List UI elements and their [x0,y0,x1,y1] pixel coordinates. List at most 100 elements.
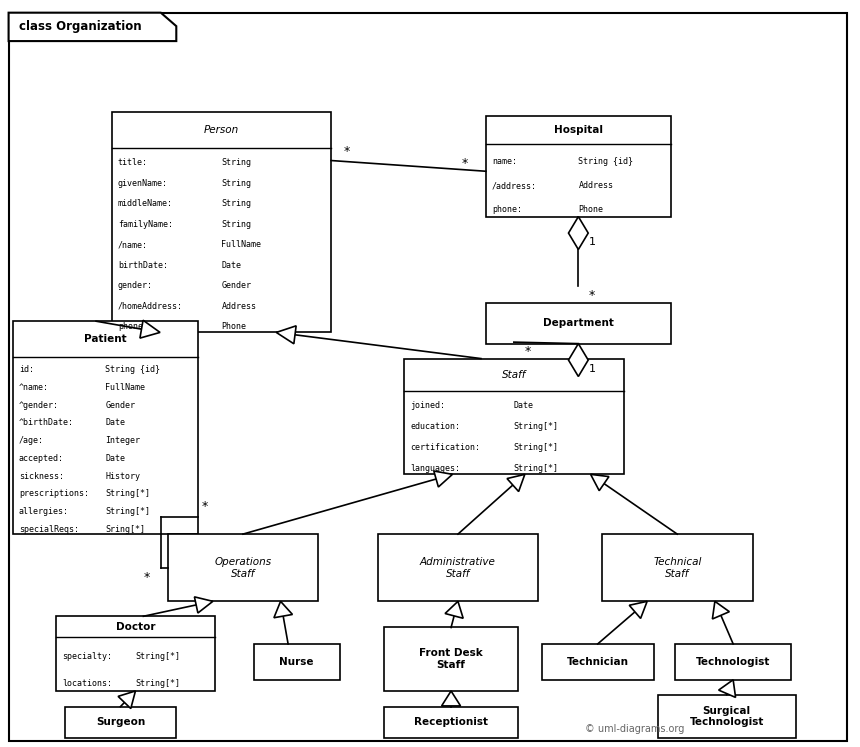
Text: Date: Date [105,418,126,427]
Text: *: * [144,571,150,584]
Text: joined:: joined: [410,401,445,411]
Text: locations:: locations: [62,679,112,688]
Text: ^name:: ^name: [19,383,49,392]
Text: History: History [105,471,140,480]
Text: Technician: Technician [567,657,629,667]
Text: String {id}: String {id} [578,157,633,166]
Text: /homeAddress:: /homeAddress: [118,302,183,311]
Text: Date: Date [513,401,534,411]
Text: phone:: phone: [492,205,522,214]
Text: *: * [588,289,595,302]
Text: String[*]: String[*] [513,464,559,473]
Text: ^gender:: ^gender: [19,400,59,409]
FancyBboxPatch shape [254,644,340,680]
Text: String: String [222,220,251,229]
Text: © uml-diagrams.org: © uml-diagrams.org [585,724,685,734]
FancyBboxPatch shape [378,534,538,601]
FancyBboxPatch shape [56,616,215,691]
Text: sickness:: sickness: [19,471,64,480]
Text: Surgical
Technologist: Surgical Technologist [690,706,764,727]
Text: Surgeon: Surgeon [95,717,145,728]
FancyBboxPatch shape [404,359,624,474]
Text: phone:: phone: [118,322,148,331]
Polygon shape [591,474,609,491]
Polygon shape [568,344,588,376]
Text: Front Desk
Staff: Front Desk Staff [419,648,483,670]
Text: gender:: gender: [118,281,153,290]
Text: ^birthDate:: ^birthDate: [19,418,74,427]
Text: Operations
Staff: Operations Staff [214,557,272,578]
Text: /name:: /name: [118,241,148,249]
Text: Sring[*]: Sring[*] [105,524,145,533]
Polygon shape [140,320,160,338]
FancyBboxPatch shape [486,116,671,217]
Text: String[*]: String[*] [135,679,181,688]
Text: String[*]: String[*] [513,443,559,452]
Polygon shape [719,680,735,698]
Polygon shape [276,326,296,344]
Text: FullName: FullName [105,383,145,392]
Text: String[*]: String[*] [135,652,181,661]
Text: Phone: Phone [578,205,604,214]
Polygon shape [442,691,461,706]
Text: Technical
Staff: Technical Staff [653,557,702,578]
Text: specialty:: specialty: [62,652,112,661]
FancyBboxPatch shape [602,534,752,601]
Text: FullName: FullName [222,241,261,249]
Text: title:: title: [118,158,148,167]
Text: Receptionist: Receptionist [414,717,488,728]
Text: familyName:: familyName: [118,220,173,229]
Text: String[*]: String[*] [105,507,150,516]
Text: *: * [344,145,350,158]
Text: birthDate:: birthDate: [118,261,168,270]
Text: Department: Department [543,318,614,328]
Polygon shape [118,691,135,709]
Polygon shape [568,217,588,249]
Text: Date: Date [105,454,126,463]
Text: id:: id: [19,365,34,374]
FancyBboxPatch shape [64,707,176,738]
Text: Person: Person [204,125,239,135]
Text: class Organization: class Organization [19,20,142,34]
Text: allergies:: allergies: [19,507,69,516]
FancyBboxPatch shape [658,695,796,738]
Text: Integer: Integer [105,436,140,445]
Polygon shape [507,474,525,492]
Polygon shape [712,601,729,619]
Text: Hospital: Hospital [554,125,603,135]
FancyBboxPatch shape [486,303,671,344]
Text: String[*]: String[*] [105,489,150,498]
Polygon shape [274,601,292,618]
Text: certification:: certification: [410,443,480,452]
Text: *: * [462,157,468,170]
Text: languages:: languages: [410,464,460,473]
FancyBboxPatch shape [13,321,198,534]
FancyBboxPatch shape [384,627,518,691]
Text: Phone: Phone [222,322,247,331]
Text: Gender: Gender [105,400,135,409]
FancyBboxPatch shape [542,644,654,680]
Text: /address:: /address: [492,182,537,190]
Text: Gender: Gender [222,281,251,290]
Text: education:: education: [410,422,460,431]
FancyBboxPatch shape [9,13,847,741]
Text: String {id}: String {id} [105,365,160,374]
Text: 1: 1 [588,364,596,374]
Polygon shape [630,601,647,619]
Text: String: String [222,199,251,208]
Text: name:: name: [492,157,517,166]
Text: /age:: /age: [19,436,44,445]
Text: *: * [524,345,531,358]
Text: String: String [222,158,251,167]
Text: Staff: Staff [501,370,526,379]
FancyBboxPatch shape [384,707,518,738]
Text: Administrative
Staff: Administrative Staff [420,557,496,578]
FancyBboxPatch shape [675,644,791,680]
Text: *: * [202,500,208,512]
Text: accepted:: accepted: [19,454,64,463]
Text: specialReqs:: specialReqs: [19,524,79,533]
Text: Date: Date [222,261,242,270]
Text: String: String [222,179,251,187]
Text: middleName:: middleName: [118,199,173,208]
Text: Address: Address [578,182,613,190]
